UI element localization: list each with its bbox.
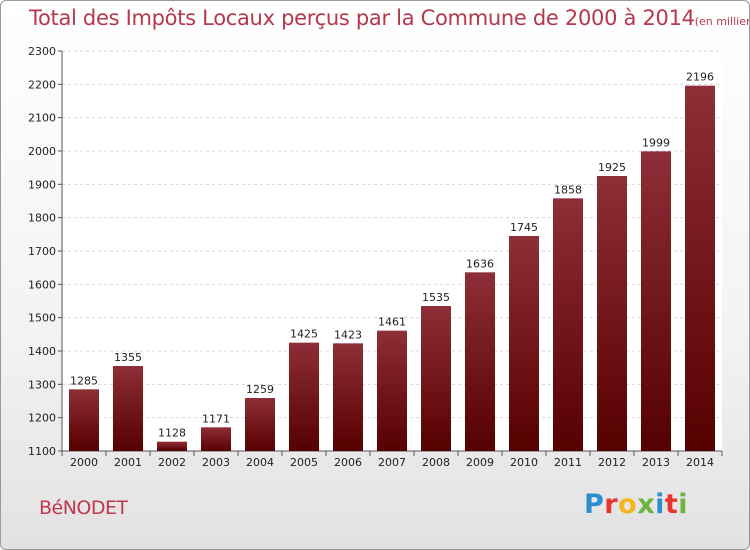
chart-subtitle: (en milliers d'€) xyxy=(694,15,749,28)
bar xyxy=(69,389,99,451)
logo-letter: i xyxy=(678,489,689,520)
data-label: 1171 xyxy=(202,412,230,425)
y-tick-label: 1500 xyxy=(28,312,56,325)
logo-letter: o xyxy=(618,489,638,520)
title-text: Total des Impôts Locaux perçus par la Co… xyxy=(29,6,695,30)
data-label: 1128 xyxy=(158,427,186,440)
x-tick-label: 2014 xyxy=(686,456,714,469)
y-tick-label: 1400 xyxy=(28,345,56,358)
bar xyxy=(157,441,187,451)
data-label: 2196 xyxy=(686,71,714,84)
data-label: 1355 xyxy=(114,351,142,364)
x-tick-label: 2012 xyxy=(598,456,626,469)
data-label: 1999 xyxy=(642,136,670,149)
x-tick-label: 2009 xyxy=(466,456,494,469)
bar xyxy=(113,366,143,451)
y-tick-label: 2100 xyxy=(28,112,56,125)
bar xyxy=(553,198,583,451)
chart-title: Total des Impôts Locaux perçus par la Co… xyxy=(29,6,749,30)
x-tick-label: 2006 xyxy=(334,456,362,469)
x-tick-label: 2011 xyxy=(554,456,582,469)
data-label: 1461 xyxy=(378,316,406,329)
proxiti-logo: Proxiti xyxy=(584,489,688,520)
bar xyxy=(509,236,539,451)
bar xyxy=(289,342,319,451)
data-label: 1535 xyxy=(422,291,450,304)
y-tick-label: 2300 xyxy=(28,45,56,58)
x-tick-label: 2000 xyxy=(70,456,98,469)
x-tick-label: 2005 xyxy=(290,456,318,469)
commune-name: BéNODET xyxy=(39,497,128,519)
x-tick-label: 2013 xyxy=(642,456,670,469)
bar xyxy=(377,330,407,451)
y-tick-label: 1100 xyxy=(28,445,56,458)
y-tick-label: 1600 xyxy=(28,278,56,291)
y-tick-label: 1700 xyxy=(28,245,56,258)
x-tick-label: 2002 xyxy=(158,456,186,469)
x-tick-label: 2003 xyxy=(202,456,230,469)
bar xyxy=(685,85,715,452)
x-tick-label: 2008 xyxy=(422,456,450,469)
data-label: 1423 xyxy=(334,328,362,341)
bar xyxy=(465,272,495,451)
data-label: 1745 xyxy=(510,221,538,234)
y-tick-label: 1900 xyxy=(28,178,56,191)
data-label: 1636 xyxy=(466,257,494,270)
y-tick-label: 1200 xyxy=(28,412,56,425)
logo-letter: P xyxy=(584,489,605,520)
logo-letter: x xyxy=(637,489,656,520)
data-label: 1425 xyxy=(290,328,318,341)
x-tick-label: 2007 xyxy=(378,456,406,469)
y-tick-label: 2000 xyxy=(28,145,56,158)
y-tick-label: 2200 xyxy=(28,78,56,91)
bar xyxy=(597,176,627,451)
x-tick-label: 2001 xyxy=(114,456,142,469)
bar xyxy=(245,398,275,451)
data-label: 1858 xyxy=(554,183,582,196)
data-label: 1259 xyxy=(246,383,274,396)
bar xyxy=(333,343,363,451)
data-label: 1285 xyxy=(70,374,98,387)
y-tick-label: 1800 xyxy=(28,212,56,225)
x-tick-label: 2004 xyxy=(246,456,274,469)
logo-letter: i xyxy=(655,489,665,520)
bar xyxy=(641,151,671,452)
logo-letter: r xyxy=(604,489,619,520)
y-tick-label: 1300 xyxy=(28,378,56,391)
x-tick-label: 2010 xyxy=(510,456,538,469)
bar xyxy=(421,306,451,451)
logo-letter: t xyxy=(664,489,679,520)
data-label: 1925 xyxy=(598,161,626,174)
bar xyxy=(201,427,231,451)
